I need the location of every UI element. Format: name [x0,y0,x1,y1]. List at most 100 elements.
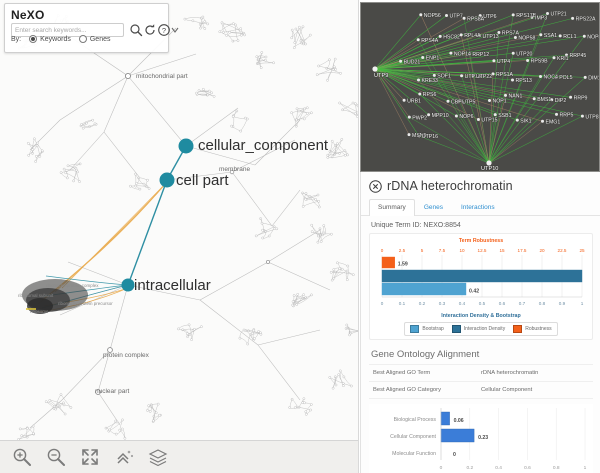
network-edges [374,13,586,164]
svg-text:IMP3: IMP3 [535,16,547,22]
svg-text:Biological Process: Biological Process [394,417,437,423]
svg-text:ENP1: ENP1 [426,56,440,62]
close-icon[interactable] [369,179,382,193]
search-input[interactable] [11,23,124,37]
legend-item-bootstrap: Bootstrap [410,325,444,333]
svg-text:15: 15 [499,248,505,253]
tree-highlight-nodes[interactable] [121,138,194,292]
node-label-cellular-component[interactable]: cellular_component [198,137,329,154]
refresh-icon[interactable] [143,23,157,37]
zoom-out-icon[interactable] [46,447,66,467]
layers-icon[interactable] [148,447,168,467]
svg-text:0.6: 0.6 [524,465,531,471]
svg-text:RRP45: RRP45 [570,53,587,59]
svg-text:UTP22: UTP22 [476,74,492,80]
network-nodes[interactable] [372,12,587,166]
svg-text:10: 10 [459,248,465,253]
node-label-membrane[interactable]: membrane [219,166,251,173]
search-panel[interactable]: NeXO ? By: Keywords Genes [4,3,179,53]
svg-text:RPS1A: RPS1A [496,72,514,78]
collapse-icon[interactable] [171,23,179,37]
svg-text:?: ? [162,26,166,35]
svg-text:NOC4: NOC4 [544,75,559,81]
svg-text:NOP14: NOP14 [454,51,471,57]
svg-text:5: 5 [421,248,424,253]
svg-text:RPS13: RPS13 [516,78,533,84]
svg-text:0: 0 [381,248,384,253]
summary-chart-top-axis-title: Term Robustness [458,238,504,244]
legend-label-interaction-density: Interaction Density [463,326,506,332]
collapse-all-icon[interactable] [114,447,134,467]
svg-text:RRP9: RRP9 [574,96,588,102]
node-label-nuclear-part[interactable]: nuclear part [95,388,130,395]
detail-tabs[interactable]: Summary Genes Interactions [361,199,600,216]
svg-text:UTP7: UTP7 [450,14,463,20]
svg-text:UTP6: UTP6 [483,14,496,20]
svg-text:NOP6: NOP6 [459,114,473,120]
tree-mid-nodes[interactable] [95,72,270,395]
tree-edges [29,27,331,429]
search-by-options[interactable]: By: Keywords Genes [11,35,110,43]
radio-keywords[interactable] [29,35,38,43]
radio-keywords-label[interactable]: Keywords [40,35,71,43]
ontology-tree-panel[interactable]: cellular_component cell part intracellul… [0,0,359,473]
ontology-tree-graph[interactable] [0,0,358,440]
svg-text:0.8: 0.8 [539,301,546,306]
tree-toolbar[interactable] [0,440,358,473]
svg-text:NOP4: NOP4 [587,34,599,40]
svg-text:0.2: 0.2 [466,465,473,471]
svg-text:0.9: 0.9 [559,301,566,306]
node-label-mitochondrial-part[interactable]: mitochondrial part [136,73,188,80]
svg-text:DIP2: DIP2 [555,98,567,104]
node-label-intracellular[interactable]: intracellular [134,277,211,294]
svg-text:0.6: 0.6 [499,301,506,306]
detail-header: rDNA heterochromatin [361,172,600,195]
search-icon[interactable] [129,23,143,37]
svg-text:0.4: 0.4 [495,465,502,471]
svg-text:RPS8A: RPS8A [467,17,485,23]
svg-text:17.5: 17.5 [518,248,527,253]
svg-text:Molecular Function: Molecular Function [392,451,436,457]
cluster-label-ribosome: ribosome [30,309,49,314]
svg-text:UTP18: UTP18 [465,74,481,80]
svg-text:KRI1: KRI1 [557,56,569,62]
term-detail-panel[interactable]: rDNA heterochromatin Summary Genes Inter… [360,172,600,473]
svg-text:KRE33: KRE33 [422,78,439,84]
legend-label-bootstrap: Bootstrap [422,326,444,332]
svg-text:UTP8: UTP8 [585,114,598,120]
node-label-protein-complex[interactable]: protein complex [103,352,149,359]
svg-text:0: 0 [440,465,443,471]
interaction-network-panel[interactable]: NOP56 UTP7 RPS8A UTP6 RPS17B IMP3 UTP21 RPS22A R… [360,2,600,172]
cluster-label-ribonucleoprotein-complex: ribonucleoprotein complex [46,283,99,288]
svg-text:0.23: 0.23 [478,435,488,441]
fit-screen-icon[interactable] [80,447,100,467]
svg-text:URB1: URB1 [407,99,421,105]
svg-text:UTP10: UTP10 [481,166,498,171]
svg-text:MPP10: MPP10 [432,113,449,119]
svg-text:0: 0 [381,301,384,306]
node-label-cell-part[interactable]: cell part [176,172,229,189]
page-title: rDNA heterochromatin [387,179,513,193]
legend-label-robustness: Robustness [525,326,552,332]
tab-summary[interactable]: Summary [369,199,415,216]
radio-genes[interactable] [78,35,87,43]
svg-text:0: 0 [453,452,456,458]
search-by-label: By: [11,35,22,43]
svg-text:1.59: 1.59 [398,262,408,268]
tab-genes[interactable]: Genes [423,204,443,211]
go-alignment-title: Gene Ontology Alignment [371,349,480,360]
svg-text:7.5: 7.5 [439,248,446,253]
tab-interactions[interactable]: Interactions [460,204,495,211]
svg-text:RPS6: RPS6 [423,92,437,98]
svg-text:UTP4: UTP4 [497,59,510,65]
svg-text:20: 20 [539,248,545,253]
legend-item-robustness: Robustness [513,325,552,333]
zoom-in-icon[interactable] [12,447,32,467]
go-alignment-table: Best Aligned GO Term rDNA heterochromati… [369,364,593,399]
svg-text:1: 1 [581,301,584,306]
radio-genes-label[interactable]: Genes [89,35,111,43]
help-icon[interactable]: ? [157,23,171,37]
